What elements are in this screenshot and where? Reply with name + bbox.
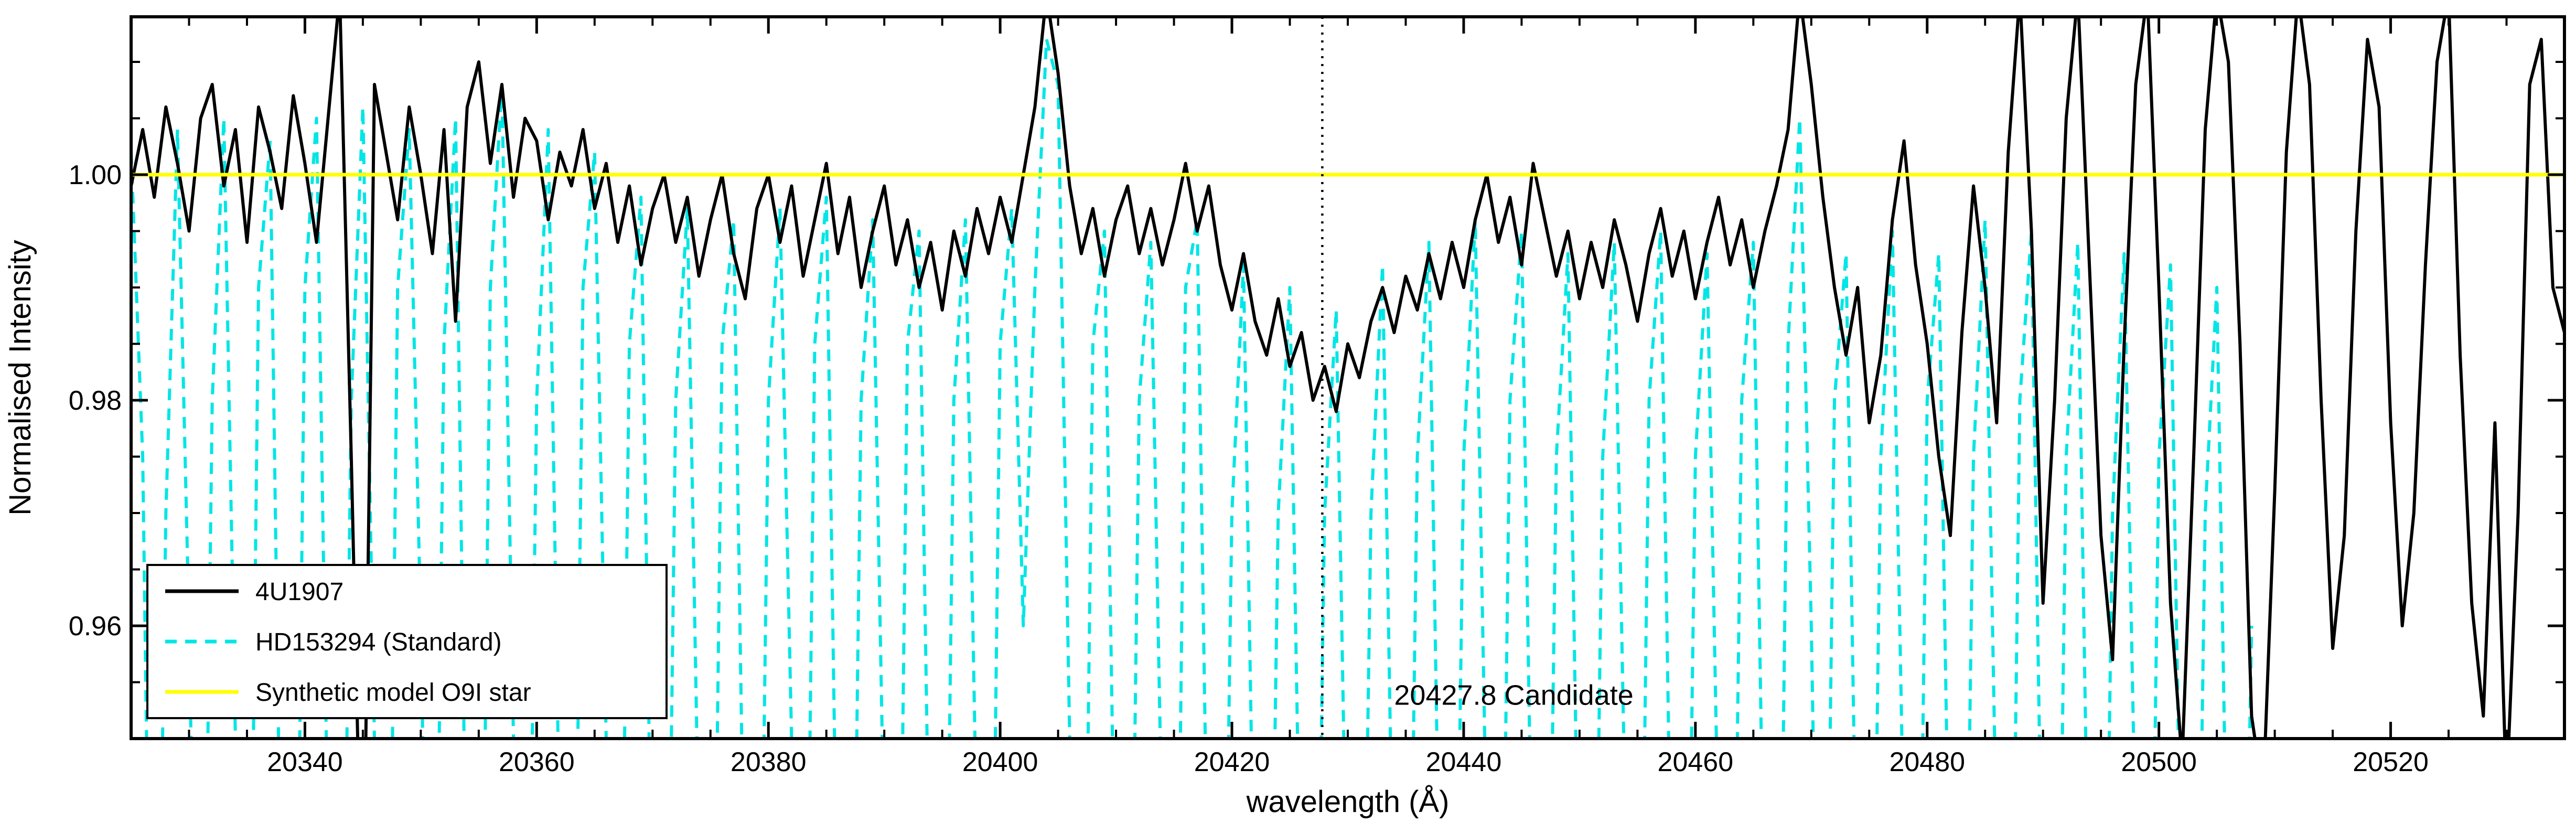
x-tick-label: 20400: [962, 747, 1038, 777]
x-tick-label: 20520: [2353, 747, 2429, 777]
legend-label: Synthetic model O9I star: [255, 679, 531, 707]
x-tick-label: 20500: [2121, 747, 2197, 777]
x-tick-label: 20440: [1426, 747, 1502, 777]
x-tick-label: 20340: [267, 747, 343, 777]
legend-item-4u1907: 4U1907: [165, 578, 344, 606]
x-tick-label: 20480: [1889, 747, 1965, 777]
y-axis-title: Normalised Intensity: [3, 240, 37, 515]
series-hd153294-standard-: [131, 38, 2253, 739]
legend-item-synthetic-model: Synthetic model O9I star: [165, 679, 531, 707]
plot-area: 20427.8 Candidate 20340 20360 20380 20400 204…: [69, 15, 2566, 777]
legend-item-hd153294: HD153294 (Standard): [165, 628, 502, 656]
candidate-annotation: 20427.8 Candidate: [1394, 680, 1633, 711]
x-tick-label: 20420: [1194, 747, 1270, 777]
x-tick-label: 20460: [1658, 747, 1734, 777]
x-tick-label: 20380: [731, 747, 807, 777]
x-axis-title: wavelength (Å): [1246, 785, 1450, 819]
x-tick-label: 20360: [499, 747, 575, 777]
legend-label: 4U1907: [255, 578, 344, 606]
series-4u1907: [131, 17, 2564, 739]
y-tick-label: 0.96: [69, 611, 122, 642]
y-tick-label: 1.00: [69, 160, 122, 190]
legend: 4U1907 HD153294 (Standard) Synthetic mod…: [146, 564, 668, 719]
legend-label: HD153294 (Standard): [255, 628, 502, 656]
y-tick-label: 0.98: [69, 386, 122, 416]
